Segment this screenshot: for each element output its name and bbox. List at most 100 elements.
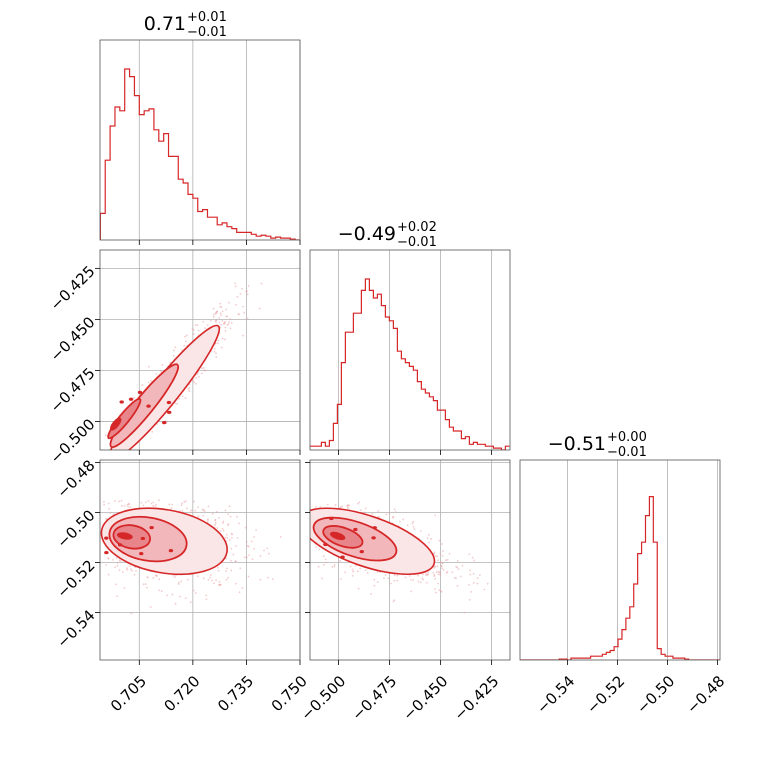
sample-point — [236, 515, 238, 518]
y-tick-label: −0.52 — [53, 556, 98, 601]
sample-point — [468, 553, 471, 556]
sample-point — [434, 565, 437, 568]
sample-point — [142, 583, 145, 586]
sample-point — [433, 551, 436, 554]
sample-point — [105, 517, 108, 520]
histogram-line-2 — [520, 496, 720, 660]
sample-point — [324, 558, 327, 561]
x-tick-label: −0.450 — [399, 672, 451, 724]
sample-point — [247, 284, 250, 287]
sample-point — [104, 434, 107, 437]
outlier-contour — [139, 552, 144, 556]
sample-point — [179, 595, 182, 598]
density-peak — [329, 531, 346, 541]
sample-point — [244, 526, 247, 529]
sample-point — [341, 505, 344, 508]
sample-point — [339, 506, 341, 509]
outlier-contour — [329, 516, 334, 521]
sample-point — [428, 533, 430, 536]
sample-point — [421, 577, 424, 580]
sample-point — [207, 578, 210, 581]
sample-point — [333, 563, 336, 566]
sample-point — [130, 612, 133, 615]
sample-point — [211, 512, 214, 515]
sample-point — [202, 320, 205, 323]
sample-point — [356, 570, 359, 573]
sample-point — [231, 533, 234, 536]
sample-point — [459, 575, 462, 578]
sample-point — [201, 508, 204, 511]
sample-point — [425, 573, 428, 576]
sample-point — [230, 547, 233, 550]
sample-point — [364, 507, 367, 510]
sample-point — [185, 334, 188, 337]
sample-point — [127, 502, 130, 505]
sample-point — [442, 569, 445, 571]
sample-point — [148, 365, 150, 368]
sample-point — [419, 581, 422, 584]
sample-point — [371, 513, 374, 515]
sample-point — [352, 570, 355, 573]
sample-point — [115, 557, 118, 559]
sample-point — [471, 556, 474, 559]
sample-point — [123, 505, 126, 507]
sample-point — [212, 313, 215, 316]
sample-point — [267, 576, 270, 579]
sample-point — [205, 598, 208, 601]
sample-point — [439, 590, 442, 593]
outlier-contour — [323, 542, 328, 547]
sample-point — [439, 573, 442, 576]
sample-point — [455, 577, 457, 580]
contour-panel-2-0: 0.705 0.720 0.735 0.750−0.54−0.52−0.50−0.48 — [53, 456, 310, 715]
sample-point — [131, 569, 133, 572]
sample-point — [116, 564, 119, 567]
sample-point — [155, 503, 157, 506]
sample-point — [425, 581, 428, 584]
sample-point — [437, 582, 439, 585]
sample-point — [116, 595, 119, 598]
sample-point — [229, 515, 232, 518]
sample-point — [317, 565, 320, 568]
sample-point — [186, 578, 189, 581]
sample-point — [207, 505, 210, 508]
sample-point — [232, 553, 235, 556]
sample-point — [221, 527, 224, 530]
outlier-contour — [137, 390, 143, 395]
y-tick-label: −0.500 — [47, 415, 99, 467]
sample-point — [243, 556, 246, 559]
sample-point — [238, 522, 240, 525]
sample-point — [224, 326, 227, 329]
sample-point — [197, 329, 200, 332]
sample-point — [189, 601, 192, 604]
outlier-contour — [119, 400, 124, 404]
sample-point — [438, 589, 441, 591]
sample-point — [218, 316, 221, 319]
sample-point — [376, 570, 379, 573]
sample-point — [246, 317, 249, 320]
sample-point — [456, 585, 459, 587]
sample-point — [258, 307, 261, 310]
sample-point — [387, 577, 390, 580]
sample-point — [220, 314, 222, 317]
sample-point — [472, 581, 475, 584]
sample-point — [234, 285, 237, 288]
sample-point — [210, 319, 212, 322]
sample-point — [180, 502, 183, 505]
sample-point — [103, 503, 106, 506]
sample-point — [158, 499, 160, 502]
sample-point — [194, 509, 197, 512]
density-peak — [116, 532, 133, 540]
sample-point — [218, 516, 220, 519]
sample-point — [121, 505, 123, 507]
sample-point — [177, 583, 180, 585]
sample-point — [376, 581, 379, 583]
sample-point — [246, 293, 249, 296]
x-tick-label: −0.54 — [533, 672, 578, 717]
sample-point — [119, 560, 122, 563]
histogram-panel-0: 0.71 +0.01−0.01 — [99, 10, 301, 245]
sample-point — [331, 566, 334, 568]
sample-point — [373, 578, 376, 581]
sample-point — [433, 588, 436, 590]
sample-point — [430, 538, 433, 540]
panel-frame — [99, 39, 301, 241]
